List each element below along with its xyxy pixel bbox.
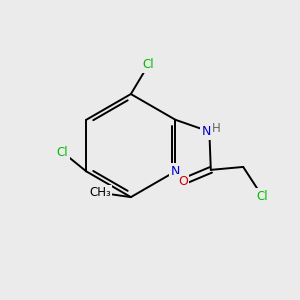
Text: Cl: Cl — [143, 58, 154, 71]
Text: CH₃: CH₃ — [89, 186, 111, 199]
Text: Cl: Cl — [57, 146, 68, 159]
Text: N: N — [202, 125, 211, 138]
Text: Cl: Cl — [256, 190, 268, 203]
Text: H: H — [212, 122, 221, 135]
Text: O: O — [178, 175, 188, 188]
Text: N: N — [171, 165, 180, 178]
